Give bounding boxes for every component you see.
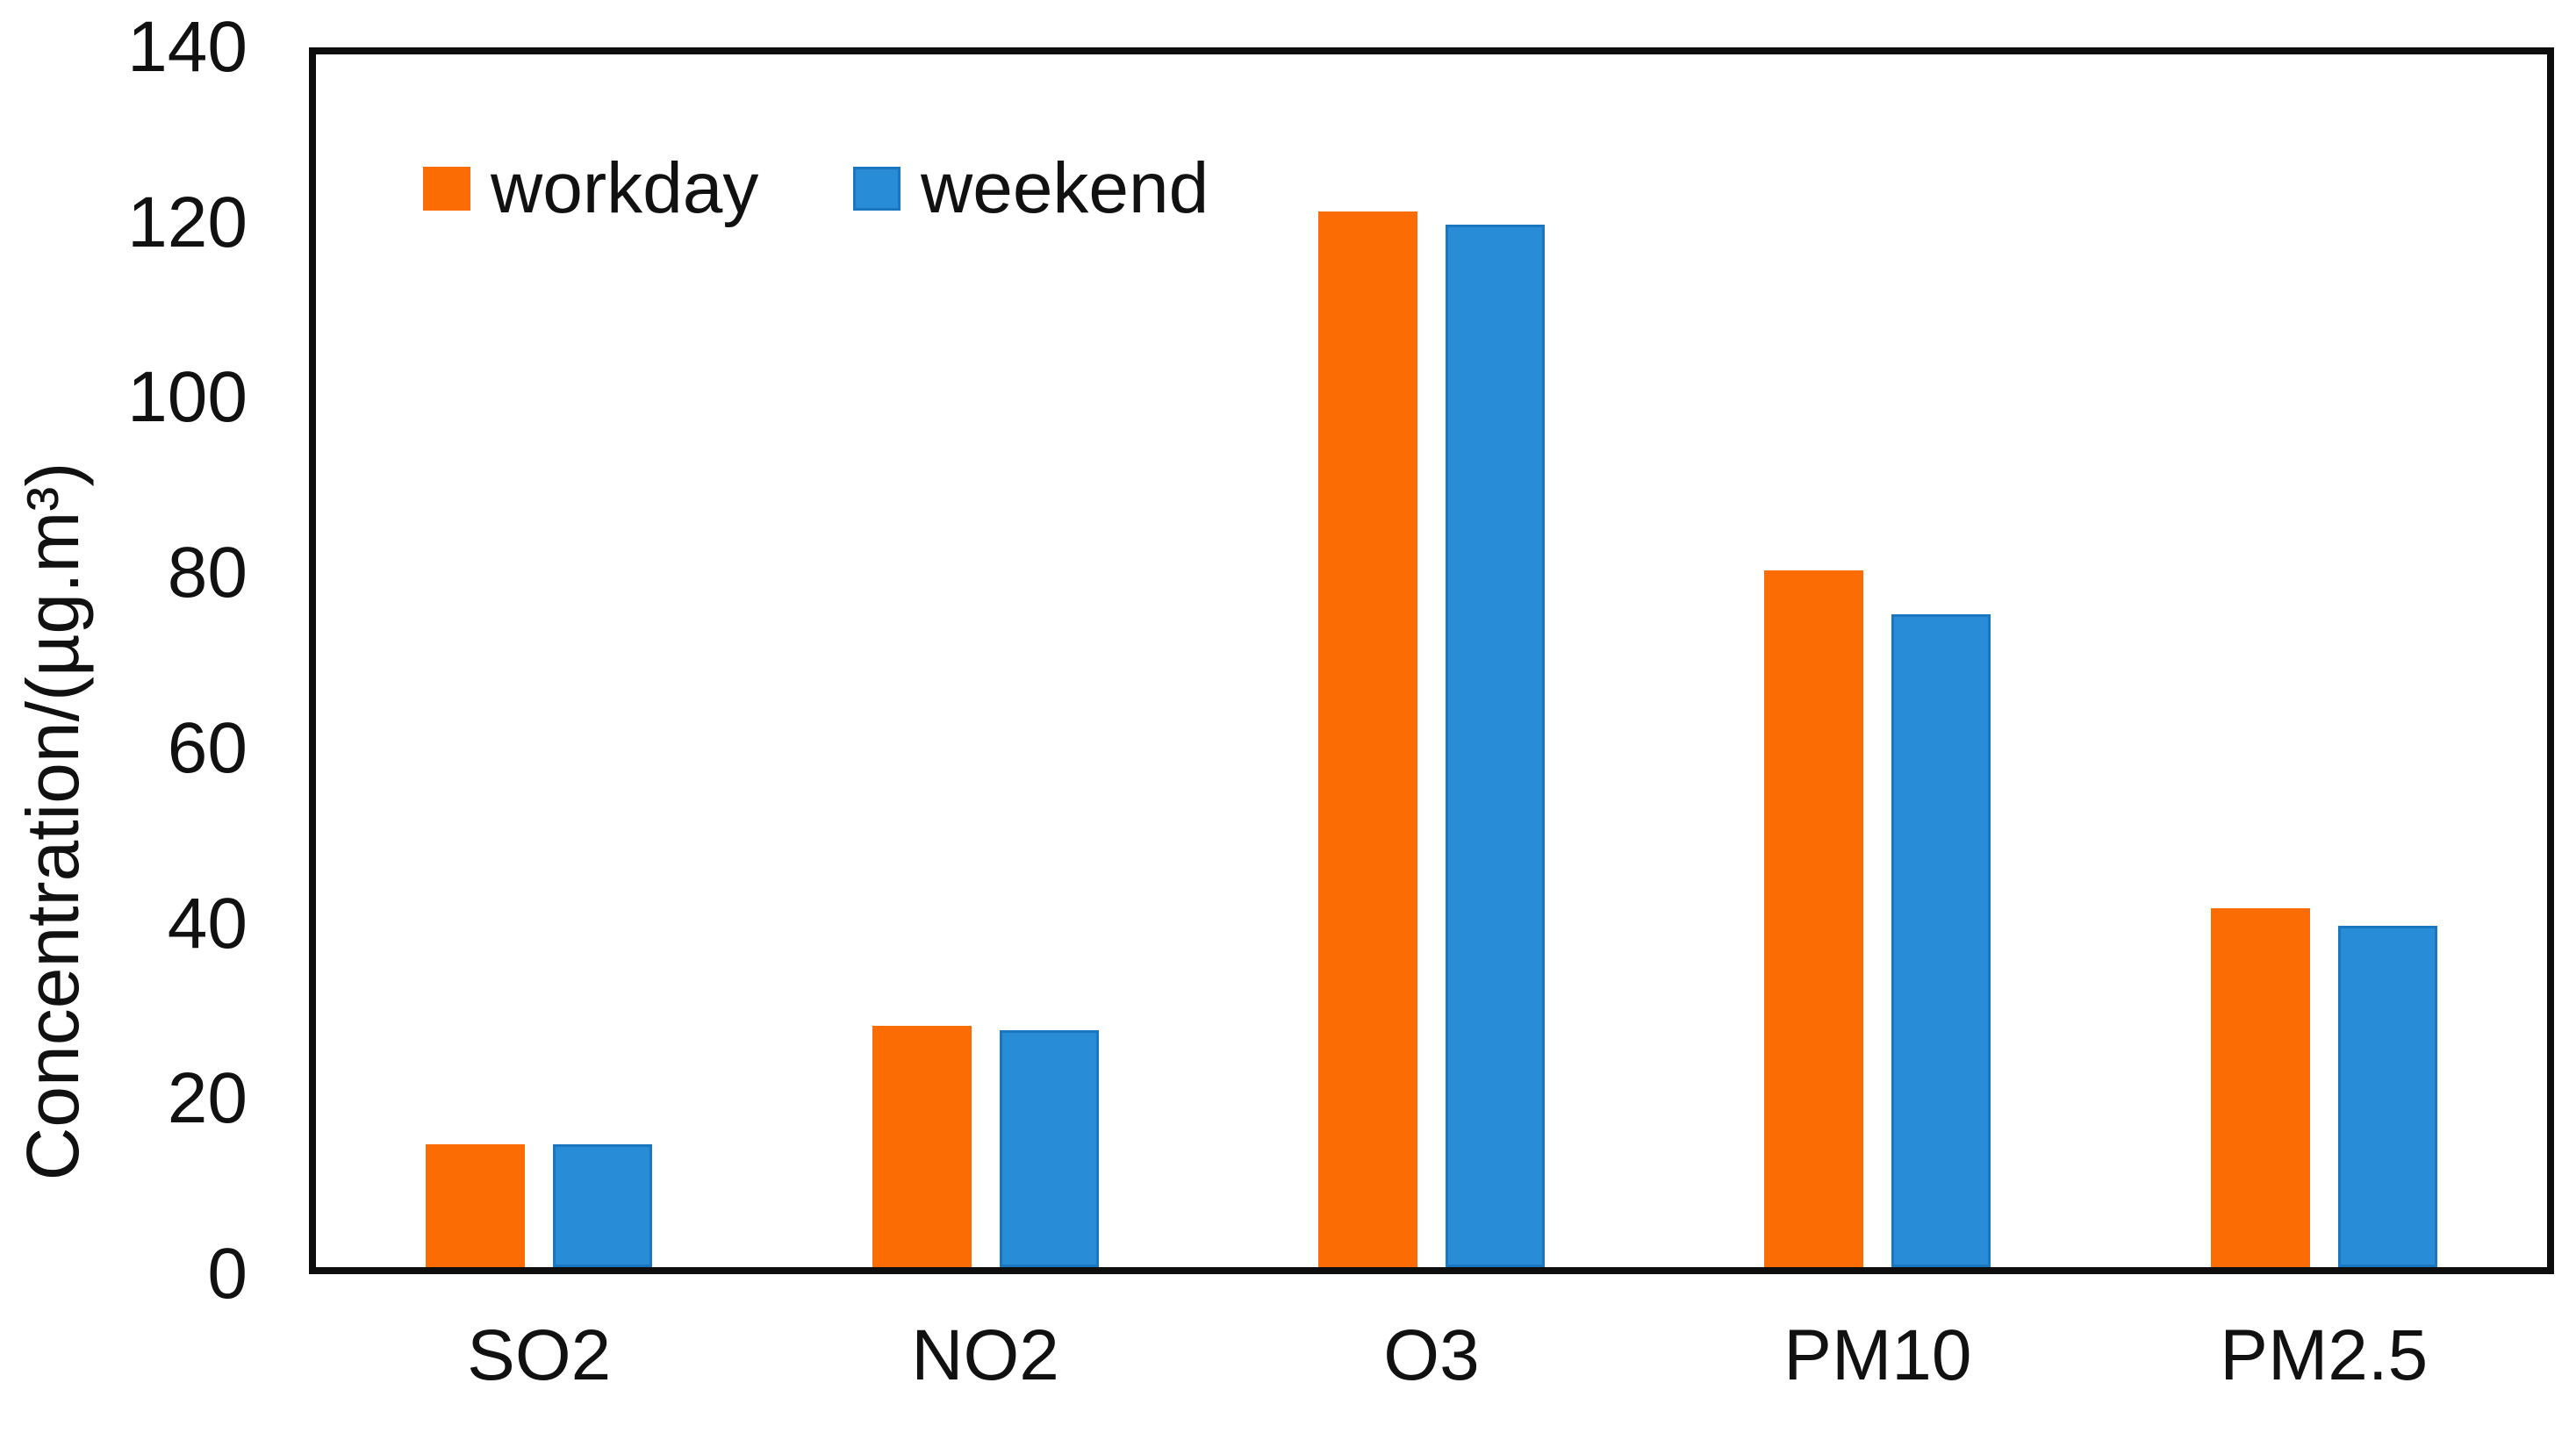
x-category-label: NO2 bbox=[911, 1315, 1059, 1395]
y-tick-label: 60 bbox=[167, 707, 248, 788]
legend-swatch-weekend-icon bbox=[853, 167, 901, 211]
legend-swatch-workday-icon bbox=[423, 167, 470, 211]
x-category-label: O3 bbox=[1383, 1315, 1480, 1395]
y-tick-label: 0 bbox=[207, 1234, 248, 1314]
x-category-label: PM10 bbox=[1783, 1315, 1972, 1395]
y-tick-label: 140 bbox=[127, 7, 248, 87]
y-tick-label: 40 bbox=[167, 883, 248, 964]
plot-area: workday weekend bbox=[309, 47, 2554, 1274]
bar-weekend-O3 bbox=[1446, 224, 1545, 1267]
y-tick-label: 100 bbox=[127, 357, 248, 438]
legend-label-weekend: weekend bbox=[921, 148, 1209, 228]
y-tick-label: 20 bbox=[167, 1058, 248, 1139]
y-tick-label: 120 bbox=[127, 182, 248, 262]
legend-label-workday: workday bbox=[491, 148, 759, 228]
legend-item-weekend: weekend bbox=[853, 153, 1209, 225]
bar-weekend-NO2 bbox=[999, 1030, 1099, 1267]
bar-workday-NO2 bbox=[872, 1026, 972, 1267]
legend-item-workday: workday bbox=[423, 153, 758, 225]
bar-weekend-PM2.5 bbox=[2337, 925, 2437, 1267]
y-axis-title: Concentration/(µg.m³) bbox=[11, 462, 94, 1181]
bar-weekend-PM10 bbox=[1891, 614, 1991, 1267]
y-tick-label: 80 bbox=[167, 533, 248, 613]
bar-weekend-SO2 bbox=[553, 1144, 653, 1267]
bar-workday-SO2 bbox=[426, 1144, 526, 1267]
bar-workday-PM2.5 bbox=[2210, 907, 2310, 1267]
x-category-label: PM2.5 bbox=[2220, 1315, 2429, 1395]
bar-workday-PM10 bbox=[1764, 570, 1864, 1267]
x-category-label: SO2 bbox=[467, 1315, 612, 1395]
bar-workday-O3 bbox=[1318, 211, 1417, 1267]
